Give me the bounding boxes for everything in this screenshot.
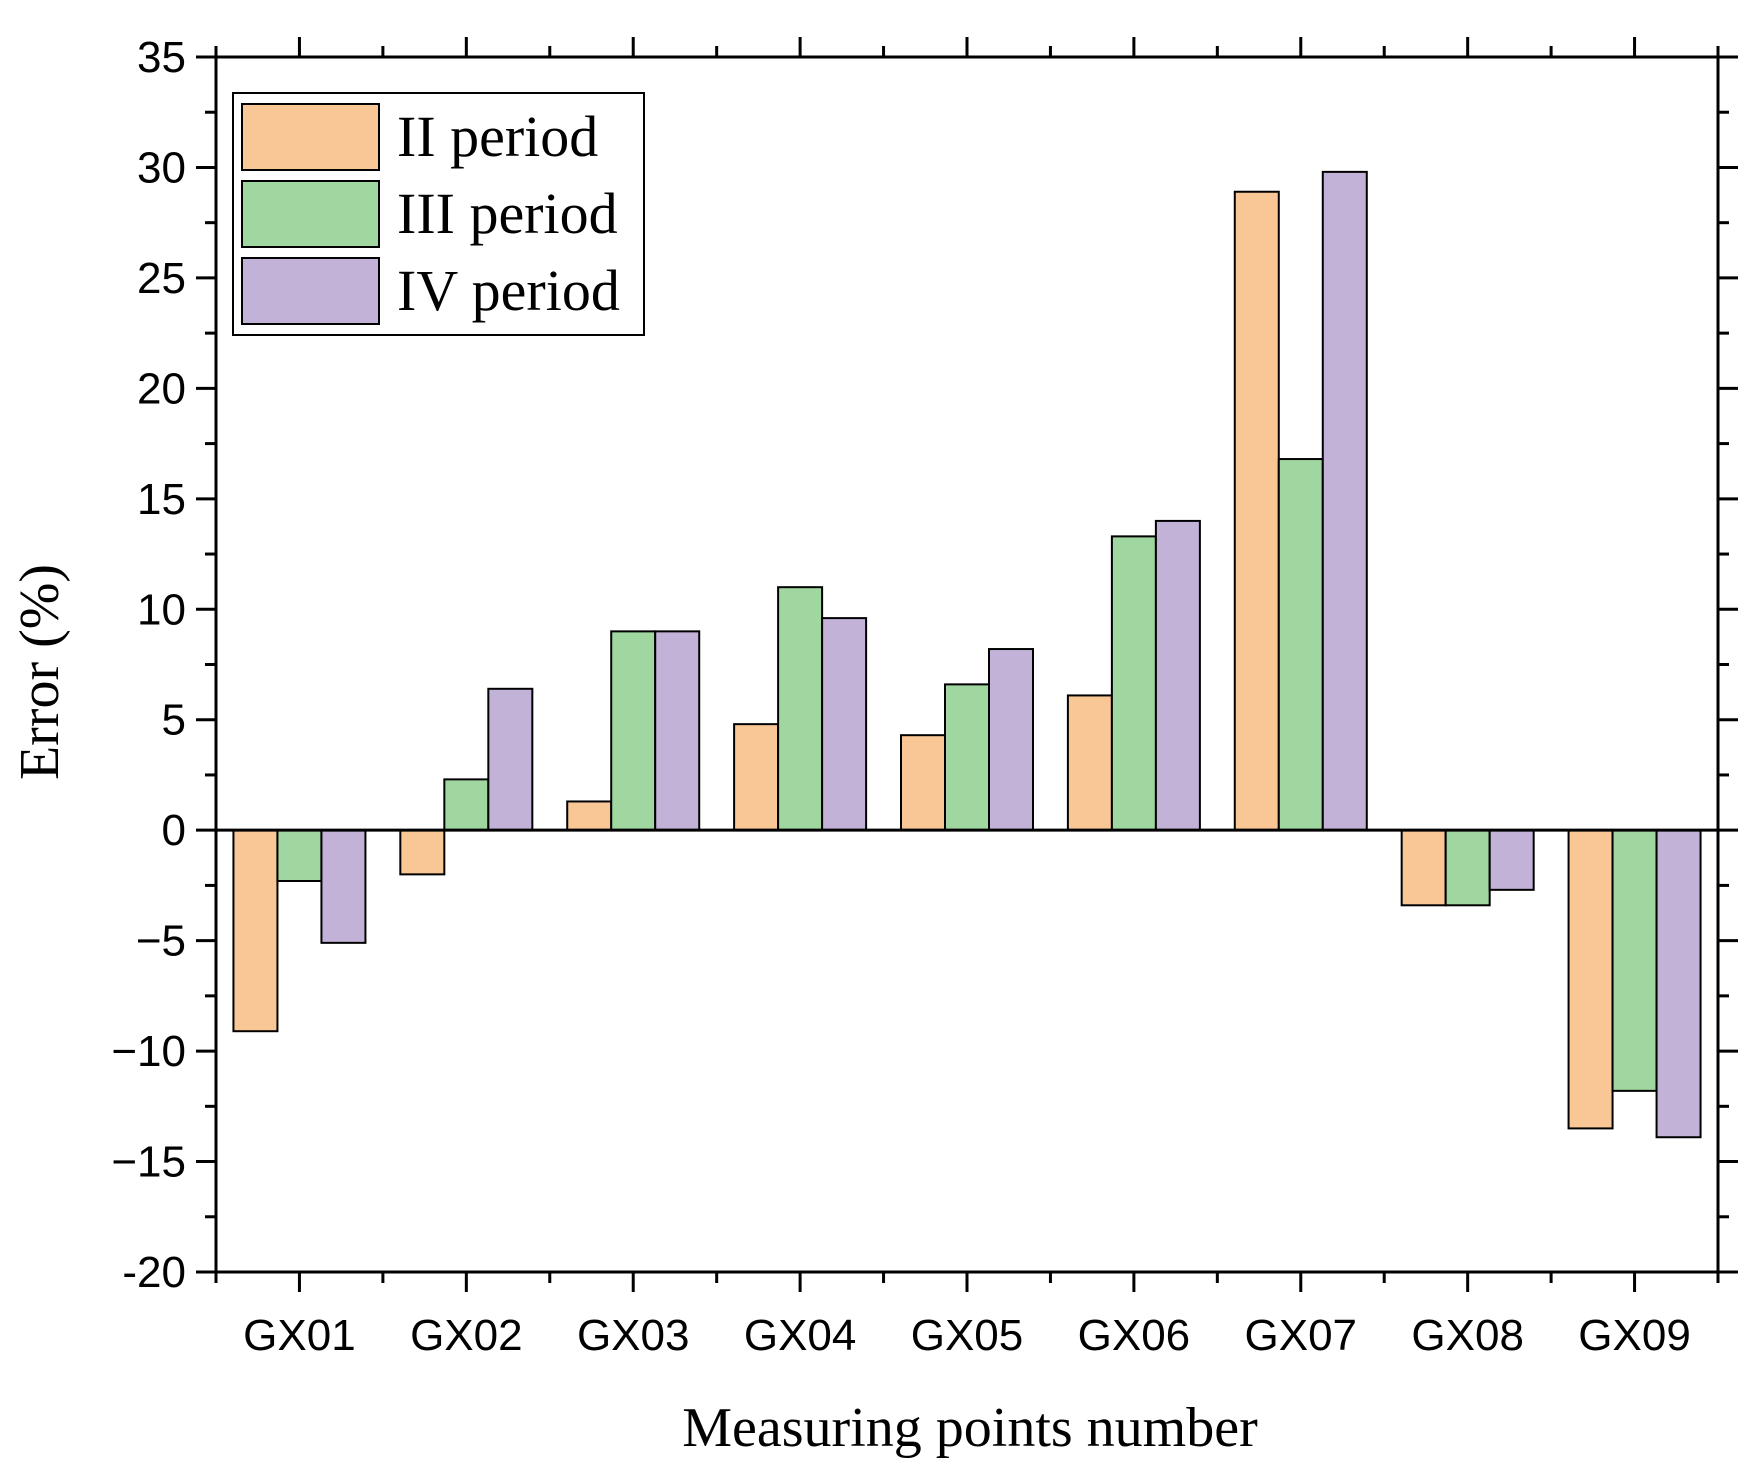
bar-gx06-series-1 (1066, 694, 1113, 832)
x-tick-label: GX08 (1411, 1311, 1524, 1360)
bar-gx02-series-3 (487, 687, 534, 832)
y-tick-label: −10 (111, 1027, 186, 1076)
x-axis: GX01 GX02 GX03 GX04 GX05 GX06 GX07 GX08 GX09 (214, 37, 1720, 1360)
x-tick-label: GX01 (243, 1311, 356, 1360)
bar-gx01-series-3 (320, 829, 367, 944)
bar-gx08-series-3 (1488, 829, 1535, 891)
y-tick-label: 0 (162, 806, 186, 855)
y-tick-label: 30 (137, 143, 186, 192)
y-tick-label: 10 (137, 585, 186, 634)
x-tick-label: GX04 (744, 1311, 857, 1360)
x-tick-label: GX07 (1245, 1311, 1358, 1360)
bar-gx08-series-1 (1400, 829, 1447, 907)
legend-label-3: IV period (397, 258, 620, 323)
bar-gx06-series-3 (1154, 519, 1201, 832)
bar-gx07-series-1 (1233, 190, 1280, 832)
y-axis: 35 30 25 20 15 10 5 0 −5 −10 −15 -20 (111, 33, 1738, 1297)
bar-gx01-series-1 (232, 829, 279, 1033)
bar-gx04-series-1 (733, 723, 780, 832)
bar-gx02-series-1 (399, 829, 446, 876)
bar-gx05-series-3 (988, 648, 1034, 832)
x-tick-label: GX05 (911, 1311, 1024, 1360)
bar-gx05-series-1 (900, 734, 946, 832)
bar-gx09-series-2 (1611, 829, 1658, 1092)
legend-swatch-3 (241, 257, 380, 325)
bar-gx04-series-3 (821, 617, 868, 832)
legend: II period III period IV period (232, 92, 645, 336)
bar-gx02-series-2 (443, 778, 490, 832)
y-tick-label: 5 (162, 696, 186, 745)
y-tick-label: 15 (137, 475, 186, 524)
bar-gx09-series-1 (1567, 829, 1614, 1130)
x-tick-label: GX03 (577, 1311, 690, 1360)
bar-gx03-series-3 (654, 630, 701, 832)
bars-layer (232, 170, 1702, 1139)
y-tick-label: 25 (137, 254, 186, 303)
y-tick-label: 20 (137, 364, 186, 413)
bar-gx08-series-2 (1444, 829, 1491, 907)
y-axis-title: Error (%) (9, 564, 71, 780)
y-tick-label: −5 (136, 917, 186, 966)
x-tick-label: GX06 (1078, 1311, 1191, 1360)
bar-gx01-series-2 (276, 829, 323, 882)
bar-gx09-series-3 (1655, 829, 1702, 1139)
x-tick-label: GX09 (1578, 1311, 1691, 1360)
x-tick-label: GX02 (410, 1311, 523, 1360)
bar-gx07-series-2 (1277, 458, 1324, 832)
legend-swatch-2 (241, 180, 380, 248)
bar-gx03-series-2 (610, 630, 657, 832)
bar-gx03-series-1 (566, 800, 613, 832)
y-tick-label: -20 (122, 1248, 186, 1297)
bar-gx04-series-2 (777, 586, 824, 832)
legend-label-2: III period (397, 181, 618, 246)
bar-gx07-series-3 (1321, 170, 1368, 832)
legend-swatch-1 (241, 103, 380, 171)
y-tick-label: 35 (137, 33, 186, 82)
bar-gx05-series-2 (944, 683, 990, 832)
x-axis-title: Measuring points number (682, 1397, 1258, 1459)
bar-gx06-series-2 (1110, 535, 1157, 832)
y-tick-label: −15 (111, 1138, 186, 1187)
legend-label-1: II period (397, 104, 598, 169)
